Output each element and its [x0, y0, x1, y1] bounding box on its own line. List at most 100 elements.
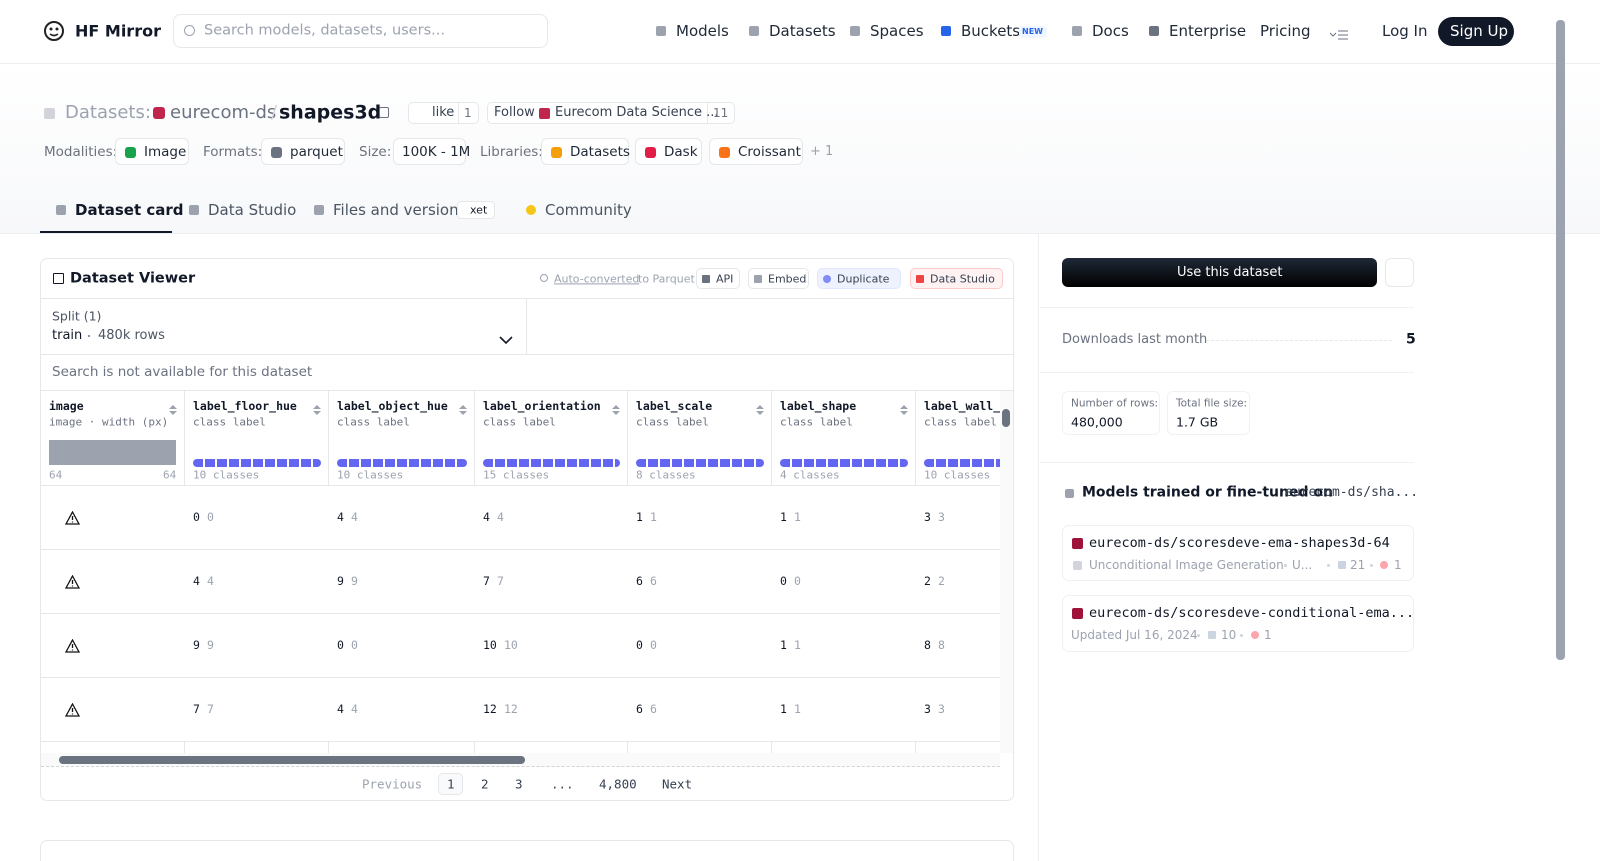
cell-label: 4	[497, 510, 504, 525]
rows: 480,000	[1071, 414, 1123, 430]
model-card[interactable]	[1062, 525, 1414, 581]
class-bar	[193, 459, 321, 467]
dot	[1240, 634, 1243, 637]
sort-svg	[900, 405, 908, 415]
cell-label: 1	[650, 510, 657, 525]
tab[interactable]: Community	[545, 201, 632, 219]
icon	[1338, 561, 1346, 569]
tab[interactable]: Dataset card	[75, 201, 184, 219]
class-bar	[483, 459, 620, 467]
signup-button[interactable]	[1438, 17, 1514, 46]
nav-link[interactable]: Enterprise	[1169, 22, 1247, 40]
cell-value: 0	[193, 510, 200, 525]
login[interactable]: Log In	[1382, 22, 1428, 40]
brand[interactable]: HF Mirror	[75, 21, 161, 41]
hr	[1040, 462, 1414, 463]
tab[interactable]: Files and versions	[333, 201, 467, 219]
use-button[interactable]	[1062, 258, 1377, 287]
cell-label: 0	[207, 510, 214, 525]
cell-value: 4	[337, 702, 344, 717]
viewer-hr	[41, 298, 1013, 299]
table-scroll-thumb[interactable]	[1002, 409, 1010, 427]
sort-icon[interactable]	[900, 401, 908, 415]
sort-icon[interactable]	[169, 401, 177, 415]
tag-group-label: Libraries:	[480, 143, 543, 160]
nav-link[interactable]: Datasets	[769, 22, 836, 40]
column-name: image	[49, 399, 84, 414]
column-name: label_floor_hue	[193, 399, 297, 414]
auto-link[interactable]: Auto-converted	[554, 272, 640, 286]
classes: 15 classes	[483, 468, 550, 482]
icon	[1380, 561, 1388, 569]
cell-label: 6	[650, 574, 657, 589]
cell-label: 4	[351, 702, 358, 717]
cell-label: 10	[504, 638, 518, 653]
icon	[1251, 631, 1259, 639]
warning-icon	[64, 702, 81, 717]
sort-icon[interactable]	[612, 401, 620, 415]
cell-label: 7	[207, 702, 214, 717]
tag-pill[interactable]	[393, 138, 466, 165]
tabs-border	[0, 233, 1600, 234]
nav-link[interactable]: Pricing	[1260, 22, 1311, 40]
owner[interactable]: eurecom-ds	[170, 102, 277, 124]
nav-link[interactable]: Buckets	[961, 22, 1021, 40]
icon	[1064, 488, 1074, 498]
dot	[1284, 564, 1287, 567]
search-icon	[184, 25, 195, 36]
page[interactable]: 3	[515, 776, 523, 792]
model-card[interactable]	[1062, 595, 1414, 652]
nav-link[interactable]: Docs	[1092, 22, 1129, 40]
next[interactable]: Next	[662, 776, 693, 792]
icon	[153, 107, 165, 119]
classes: 10 classes	[337, 468, 404, 482]
sort-icon[interactable]	[756, 401, 764, 415]
prev: Previous	[362, 776, 423, 792]
like-divider	[458, 102, 459, 124]
sort-icon[interactable]	[313, 401, 321, 415]
column-type: class label	[924, 415, 997, 429]
page[interactable]: 2	[481, 776, 489, 792]
hscroll-thumb[interactable]	[59, 756, 525, 764]
icon	[1072, 560, 1082, 570]
column-type: class label	[636, 415, 709, 429]
page[interactable]: 1	[447, 776, 455, 792]
like-text: like	[432, 105, 455, 121]
icon	[43, 107, 55, 119]
search-box[interactable]	[173, 14, 548, 48]
dot	[88, 335, 90, 337]
nav-link[interactable]: Models	[676, 22, 729, 40]
sort-svg	[169, 405, 177, 415]
tab[interactable]: Data Studio	[208, 201, 297, 219]
tag-pill[interactable]	[635, 138, 702, 165]
column-header: image image · width (px) 64 64	[41, 391, 185, 753]
page[interactable]: ...	[551, 776, 574, 792]
viewer-button[interactable]	[696, 268, 740, 289]
page-scroll-thumb[interactable]	[1556, 20, 1565, 660]
copy-icon[interactable]	[379, 107, 389, 118]
class-bar	[337, 459, 467, 467]
cell-label: 12	[504, 702, 518, 717]
page[interactable]: 4,800	[599, 776, 637, 792]
sort-icon[interactable]	[459, 401, 467, 415]
menu-icon[interactable]	[1329, 26, 1348, 40]
cell-value: 0	[780, 574, 787, 589]
cell-value: 9	[193, 638, 200, 653]
viewer-button[interactable]	[817, 268, 901, 289]
cell-value: 6	[636, 574, 643, 589]
viewer-button[interactable]	[910, 268, 1003, 289]
cell-value: 3	[924, 702, 931, 717]
column-header: label_object_hue class label 10 classes	[329, 391, 475, 753]
more-button[interactable]	[1385, 258, 1414, 287]
column-name: label_object_hue	[337, 399, 448, 414]
viewer-button[interactable]	[748, 268, 809, 289]
new-badge-text: NEW	[1022, 27, 1043, 37]
like-button[interactable]	[408, 102, 479, 124]
cell-label: 4	[351, 510, 358, 525]
nav-link[interactable]: Spaces	[870, 22, 924, 40]
split-selector[interactable]	[41, 299, 527, 354]
icon	[749, 26, 759, 36]
sort-svg	[459, 405, 467, 415]
viewer-hr	[41, 390, 1013, 391]
icon	[941, 26, 951, 36]
